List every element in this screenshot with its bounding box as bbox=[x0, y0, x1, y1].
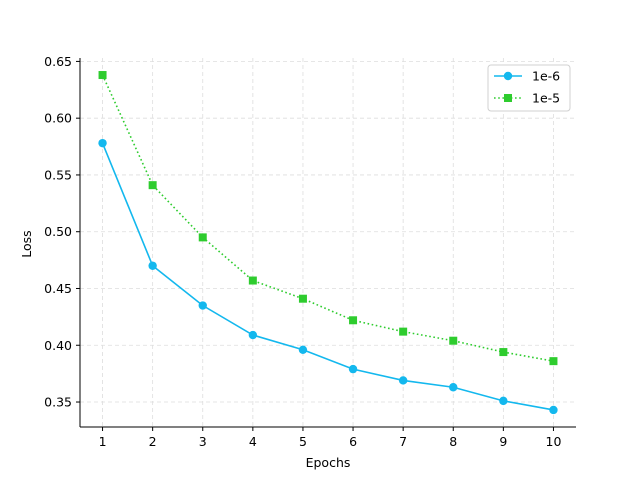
x-tick-label: 7 bbox=[399, 434, 407, 449]
data-point bbox=[549, 405, 558, 415]
x-tick-label: 3 bbox=[199, 434, 207, 449]
data-point bbox=[148, 261, 157, 270]
data-point bbox=[198, 301, 207, 310]
y-tick-label: 0.65 bbox=[44, 54, 72, 69]
data-point bbox=[399, 327, 408, 336]
x-tick-label: 1 bbox=[99, 434, 107, 449]
grid bbox=[80, 58, 576, 427]
data-point bbox=[398, 376, 408, 385]
data-point bbox=[98, 138, 107, 148]
data-point bbox=[298, 345, 308, 354]
legend-entry: 1e-5 bbox=[494, 91, 560, 106]
data-point bbox=[98, 71, 107, 80]
y-axis-label: Loss bbox=[19, 230, 34, 257]
x-tick-label: 4 bbox=[249, 434, 257, 449]
legend-marker bbox=[504, 94, 512, 102]
ticks: 1 2 3 4 5 6 7 8 9 10 0.35 0.40 0.45 0.50 0.55 0.60 0.65 bbox=[44, 54, 561, 449]
series bbox=[98, 71, 558, 415]
axes bbox=[79, 58, 576, 428]
series-1e-6 bbox=[98, 138, 558, 415]
x-axis-label: Epochs bbox=[306, 455, 351, 470]
legend: 1e-6 1e-5 bbox=[487, 64, 571, 112]
data-point bbox=[549, 357, 558, 366]
series-1e-5 bbox=[98, 71, 558, 366]
data-point bbox=[248, 330, 258, 340]
legend-label: 1e-5 bbox=[532, 91, 560, 106]
series-line bbox=[101, 142, 554, 411]
data-point bbox=[499, 348, 508, 357]
legend-entry: 1e-6 bbox=[494, 69, 560, 84]
data-point bbox=[449, 336, 458, 345]
x-tick-label: 5 bbox=[299, 434, 307, 449]
data-point bbox=[298, 294, 307, 303]
y-tick-label: 0.40 bbox=[44, 338, 72, 353]
legend-label: 1e-6 bbox=[532, 69, 560, 84]
data-point bbox=[499, 396, 508, 406]
data-point bbox=[248, 276, 257, 285]
x-tick-label: 2 bbox=[149, 434, 157, 449]
data-point bbox=[348, 364, 358, 374]
data-point bbox=[349, 316, 358, 325]
x-tick-label: 6 bbox=[349, 434, 357, 449]
x-tick-label: 9 bbox=[499, 434, 507, 449]
x-tick-label: 10 bbox=[546, 434, 562, 449]
y-tick-label: 0.55 bbox=[44, 167, 72, 182]
data-point bbox=[148, 181, 157, 190]
y-tick-label: 0.45 bbox=[44, 281, 72, 296]
data-point bbox=[198, 233, 207, 242]
data-point bbox=[449, 383, 458, 392]
y-tick-label: 0.60 bbox=[44, 111, 72, 126]
y-tick-label: 0.50 bbox=[44, 224, 72, 239]
x-tick-label: 8 bbox=[449, 434, 457, 449]
y-tick-label: 0.35 bbox=[44, 395, 72, 410]
legend-marker bbox=[503, 71, 513, 81]
